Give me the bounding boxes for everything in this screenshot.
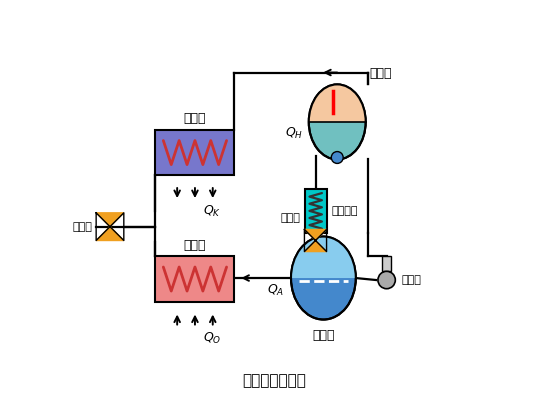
- Text: 节流阀: 节流阀: [281, 213, 300, 224]
- Circle shape: [378, 271, 395, 289]
- Text: 发生器: 发生器: [370, 67, 392, 80]
- Text: 溶液泵: 溶液泵: [401, 275, 421, 285]
- Polygon shape: [305, 240, 327, 252]
- Text: 吸收式制冷系统: 吸收式制冷系统: [242, 373, 306, 388]
- Text: 吸收器: 吸收器: [312, 330, 335, 342]
- Text: $Q_A$: $Q_A$: [267, 283, 284, 298]
- Text: 冷凝器: 冷凝器: [184, 112, 206, 125]
- Ellipse shape: [291, 236, 356, 320]
- Polygon shape: [305, 229, 327, 240]
- Polygon shape: [291, 236, 356, 278]
- Bar: [156, 256, 235, 302]
- Text: 热交换器: 热交换器: [332, 206, 358, 216]
- Polygon shape: [96, 227, 124, 240]
- Ellipse shape: [309, 84, 366, 160]
- Bar: [156, 130, 235, 175]
- Text: $Q_K$: $Q_K$: [203, 204, 221, 219]
- Bar: [382, 256, 391, 271]
- Circle shape: [332, 152, 343, 164]
- Text: 节流阀: 节流阀: [72, 222, 92, 232]
- Polygon shape: [96, 213, 124, 227]
- Text: $Q_O$: $Q_O$: [203, 332, 221, 347]
- Text: 蒸发器: 蒸发器: [184, 238, 206, 252]
- Bar: [305, 189, 327, 232]
- Polygon shape: [309, 84, 366, 122]
- Text: $Q_H$: $Q_H$: [285, 126, 303, 141]
